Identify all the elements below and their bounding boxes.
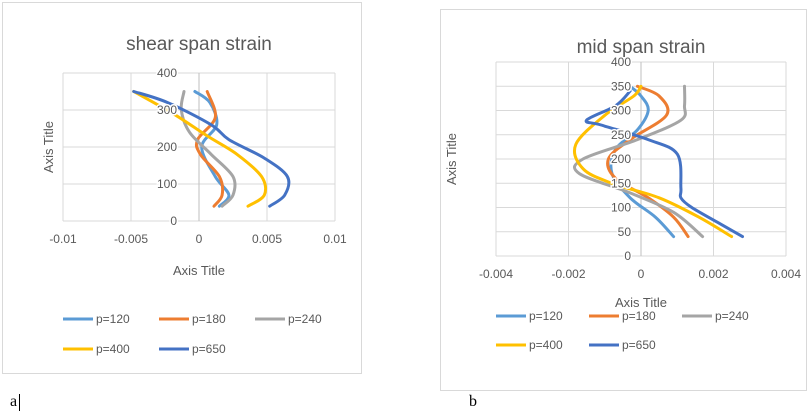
y-tick-label: 200 <box>157 140 177 154</box>
y-tick-label: 0 <box>170 214 177 228</box>
chart-title: mid span strain <box>577 37 706 58</box>
x-tick-label: -0.002 <box>551 267 585 281</box>
y-tick-label: 400 <box>157 66 177 80</box>
x-tick-label: -0.004 <box>479 267 513 281</box>
legend-label: p=650 <box>192 342 226 356</box>
panel-letter-a: a <box>10 393 18 410</box>
y-tick-label: 100 <box>157 177 177 191</box>
chart-svg-a: 0 100 200 300 400 -0.01 -0.005 0 0.005 0.01 shear … <box>41 34 347 356</box>
y-tick-label: 350 <box>611 79 631 93</box>
legend-label: p=400 <box>529 338 563 352</box>
x-axis-title: Axis Title <box>173 263 225 278</box>
legend-label: p=120 <box>96 312 130 326</box>
y-tick-label: 250 <box>611 128 631 142</box>
x-tick-label: -0.01 <box>49 232 77 246</box>
y-tick-label: 400 <box>611 55 631 69</box>
series-line-p-400 <box>132 90 268 208</box>
y-tick-label: 0 <box>624 249 631 263</box>
x-axis-title: Axis Title <box>615 295 667 310</box>
y-tick-label: 200 <box>611 152 631 166</box>
series-line-p-240 <box>573 84 705 239</box>
y-tick-label: 300 <box>611 104 631 118</box>
y-axis-title: Axis Title <box>41 121 56 173</box>
chart-panel-a: 0 100 200 300 400 -0.01 -0.005 0 0.005 0.01 shear … <box>2 2 362 374</box>
chart-panel-b: 0 50 100 150 200 250 300 350 400 -0.004 -0.002 0 0.0… <box>440 9 807 391</box>
x-tick-label: 0.01 <box>323 232 347 246</box>
x-tick-label: -0.005 <box>114 232 148 246</box>
series-line-p-400 <box>573 84 734 239</box>
series-line-p-650 <box>584 89 744 239</box>
legend-label: p=650 <box>622 338 656 352</box>
legend-label: p=120 <box>529 309 563 323</box>
series-line-p-180 <box>606 84 690 239</box>
x-tick-label: 0.002 <box>698 267 728 281</box>
text-cursor <box>19 394 20 411</box>
x-tick-label: 0 <box>638 267 645 281</box>
chart-svg-b: 0 50 100 150 200 250 300 350 400 -0.004 -0.002 0 0.0… <box>444 37 801 352</box>
y-tick-label: 100 <box>611 201 631 215</box>
y-axis-title: Axis Title <box>444 133 459 185</box>
legend-label: p=240 <box>715 309 749 323</box>
y-tick-label: 50 <box>618 225 632 239</box>
series-line-p-180 <box>194 90 225 208</box>
y-tick-label: 150 <box>611 176 631 190</box>
y-tick-label: 300 <box>157 103 177 117</box>
x-tick-label: 0.004 <box>771 267 801 281</box>
x-tick-label: 0.005 <box>252 232 282 246</box>
chart-title: shear span strain <box>126 34 272 55</box>
series-line-p-650 <box>132 90 291 208</box>
legend-label: p=400 <box>96 342 130 356</box>
legend-label: p=180 <box>192 312 226 326</box>
legend-label: p=180 <box>622 309 656 323</box>
panel-letter-b: b <box>469 393 477 410</box>
legend-label: p=240 <box>288 312 322 326</box>
x-tick-label: 0 <box>196 232 203 246</box>
